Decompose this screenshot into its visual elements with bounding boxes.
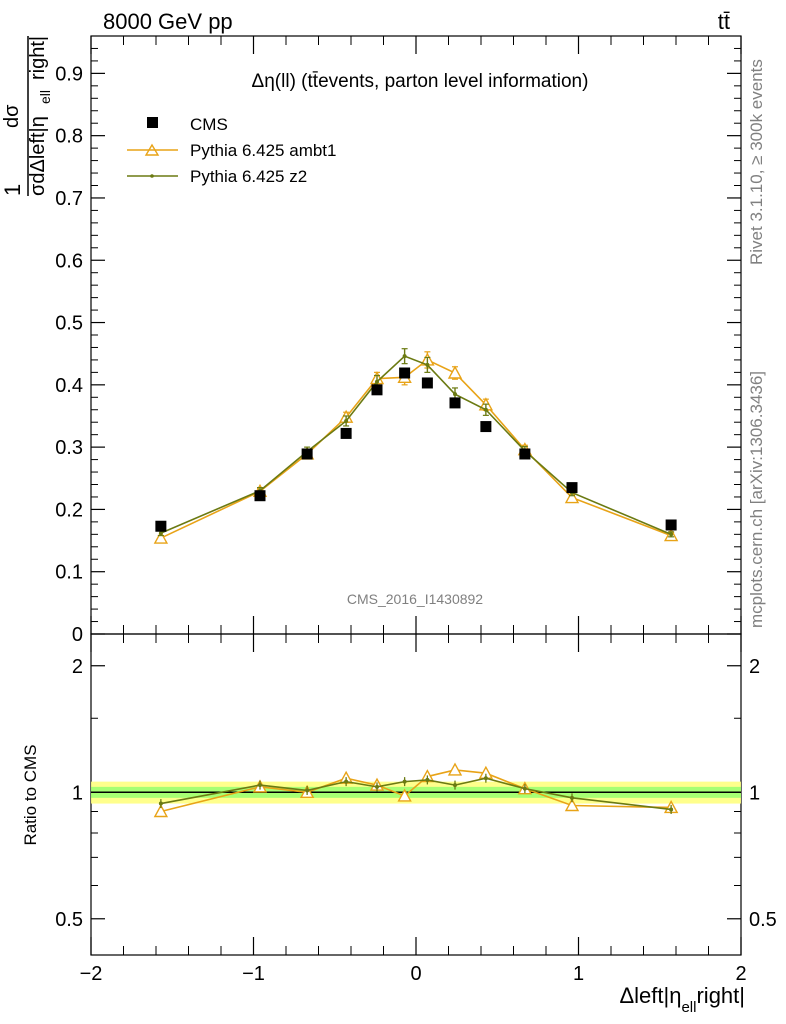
x-tick-label: −2 <box>80 963 103 985</box>
data-point-z2 <box>402 354 407 359</box>
ratio-y-tick-label: 1 <box>72 782 83 804</box>
ratio-point-z2 <box>570 795 574 800</box>
energy-label: 8000 GeV pp <box>103 9 233 34</box>
ratio-point-ambt1 <box>447 762 463 776</box>
ratio-point-z2 <box>375 784 379 789</box>
rivet-label: Rivet 3.1.10, ≥ 300k events <box>747 59 766 265</box>
data-point-cms <box>340 427 352 439</box>
ratio-y-tick-label-right: 2 <box>749 656 760 678</box>
mcplots-label: mcplots.cern.ch [arXiv:1306.3436] <box>747 371 766 628</box>
y-label-denominator: σdΔleft|η <box>27 116 49 196</box>
data-point-cms <box>480 421 492 433</box>
series-line-ambt1 <box>160 358 672 539</box>
main-y-tick-label: 0.4 <box>55 375 83 397</box>
y-label-one: 1 <box>0 184 25 196</box>
data-point-cms <box>399 367 411 379</box>
analysis-watermark: CMS_2016_I1430892 <box>347 591 483 607</box>
x-tick-label: 0 <box>410 963 421 985</box>
x-tick-label: 1 <box>573 963 584 985</box>
ratio-point-z2 <box>344 779 349 784</box>
series-line-z2 <box>160 355 672 536</box>
legend-ambt1-label: Pythia 6.425 ambt1 <box>190 141 336 160</box>
ratio-point-z2 <box>669 807 674 812</box>
data-point-cms <box>449 397 461 409</box>
ratio-y-label: Ratio to CMS <box>21 744 40 845</box>
main-y-tick-label: 0.8 <box>55 126 83 148</box>
ratio-point-z2 <box>258 783 262 788</box>
main-plot-frame <box>90 35 742 635</box>
data-point-cms <box>566 482 578 494</box>
main-y-tick-label: 0.7 <box>55 188 83 210</box>
data-point-cms <box>301 448 313 460</box>
main-y-tick-label: 0.3 <box>55 437 83 459</box>
data-point-cms <box>519 448 531 460</box>
ratio-line-ambt1 <box>160 769 672 813</box>
y-label-denominator-end: right| <box>27 36 49 80</box>
legend-z2-label: Pythia 6.425 z2 <box>190 167 307 186</box>
legend-ambt1-marker <box>144 143 160 156</box>
ratio-y-tick-label: 0.5 <box>55 909 83 931</box>
ratio-point-z2 <box>522 786 527 791</box>
process-label: tt̄ <box>718 9 730 34</box>
legend-cms-label: CMS <box>190 115 228 134</box>
y-label-subscript: ell <box>37 90 53 104</box>
ratio-point-ambt1 <box>153 804 169 818</box>
main-y-tick-label: 0.2 <box>55 499 83 521</box>
ratio-y-tick-label-right: 1 <box>749 782 760 804</box>
data-point-cms <box>665 519 677 531</box>
data-point-cms <box>371 384 383 396</box>
main-y-tick-label: 0.6 <box>55 250 83 272</box>
ratio-point-z2 <box>158 801 163 806</box>
ratio-point-z2 <box>305 788 310 793</box>
data-point-z2 <box>158 531 163 536</box>
data-point-ambt1 <box>153 530 169 544</box>
data-point-cms <box>254 490 266 502</box>
ratio-point-z2 <box>425 777 430 782</box>
ratio-point-ambt1 <box>397 788 412 802</box>
ratio-y-tick-label-right: 0.5 <box>749 909 777 931</box>
data-point-ambt1 <box>564 490 580 504</box>
data-point-z2 <box>669 532 674 537</box>
ratio-point-z2 <box>402 779 407 784</box>
main-y-tick-label: 0.1 <box>55 562 83 584</box>
x-tick-label: 2 <box>735 963 746 985</box>
y-axis-label: 1 σdΔleft|η ell right| dσ <box>0 36 53 196</box>
data-point-z2 <box>375 379 379 384</box>
ratio-point-z2 <box>453 783 457 788</box>
data-point-z2 <box>453 392 457 397</box>
data-point-ambt1 <box>447 365 463 379</box>
main-y-tick-label: 0.5 <box>55 313 83 335</box>
axes-layer: 0 0.1 0.2 0.3 0.4 0.5 0.6 0.7 0.8 0.9 −2 −1 0 1 2 0.5 0.… <box>55 36 777 985</box>
legend-z2-marker <box>150 174 154 178</box>
plot-title: Δη(ll) (tt̄events, parton level informat… <box>252 71 589 92</box>
data-point-z2 <box>483 407 488 412</box>
ratio-point-ambt1 <box>564 798 580 812</box>
marks-layer <box>91 348 741 818</box>
ratio-line-z2 <box>160 777 672 811</box>
data-point-z2 <box>425 362 430 367</box>
ratio-y-tick-label: 2 <box>72 656 83 678</box>
main-y-tick-label: 0 <box>72 624 83 646</box>
x-tick-label: −1 <box>242 963 265 985</box>
legend: CMS Pythia 6.425 ambt1 Pythia 6.425 z2 <box>127 115 336 186</box>
data-point-z2 <box>344 418 349 423</box>
ratio-point-z2 <box>483 776 488 781</box>
main-y-tick-label: 0.9 <box>55 63 83 85</box>
data-point-cms <box>155 520 167 532</box>
legend-cms-marker <box>147 117 158 128</box>
x-axis-label: Δleft|ηellright| <box>619 983 745 1016</box>
data-point-cms <box>421 377 433 389</box>
y-label-numerator: dσ <box>1 104 23 128</box>
